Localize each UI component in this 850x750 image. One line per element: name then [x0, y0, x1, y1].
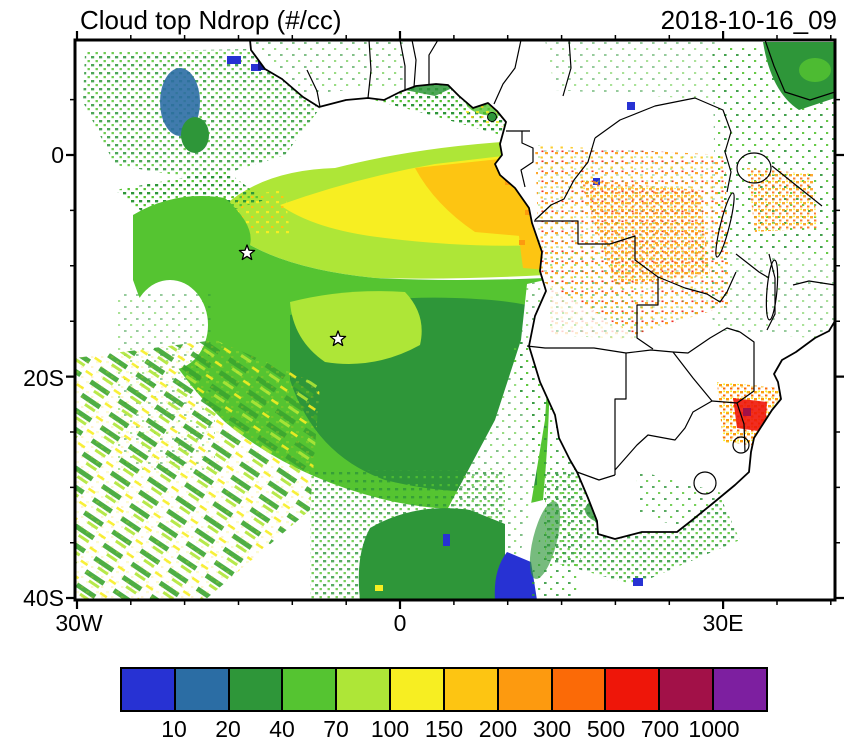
colorbar-scale: [120, 667, 768, 712]
land-field: [250, 40, 835, 539]
x-axis-tick-label-30w: 30W: [55, 610, 103, 636]
colorbar-tick-label-5: 150: [424, 716, 464, 742]
colorbar-segment-2: [229, 669, 284, 710]
colorbar-segment-1: [175, 669, 230, 710]
colorbar-segment-5: [391, 669, 445, 710]
colorbar-segment-9: [606, 669, 661, 710]
star-marker-2: [329, 330, 347, 347]
colorbar-segment-3: [283, 669, 338, 710]
colorbar: 10 20 40 70 100 150 200 300 500 700 1000: [120, 667, 768, 747]
colorbar-segment-11: [714, 669, 766, 710]
plot-date: 2018-10-16_09: [660, 5, 837, 35]
colorbar-tick-label-0: 10: [161, 716, 187, 742]
colorbar-tick-label-3: 70: [323, 716, 349, 742]
country-borders: [306, 40, 835, 495]
bioko-island: [487, 112, 497, 122]
colorbar-segment-8: [552, 669, 607, 710]
colorbar-tick-label-6: 200: [478, 716, 518, 742]
colorbar-segment-7: [498, 669, 553, 710]
colorbar-segment-0: [122, 669, 176, 710]
lakes: [715, 152, 779, 321]
minor-ticks: [70, 35, 840, 605]
major-ticks: [66, 31, 844, 609]
lake-malawi: [765, 259, 779, 321]
colorbar-segment-4: [337, 669, 392, 710]
colorbar-tick-label-7: 300: [532, 716, 572, 742]
colorbar-segment-10: [660, 669, 715, 710]
colorbar-tick-label-10: 1000: [688, 716, 740, 742]
y-axis-tick-label-0: 0: [51, 142, 64, 168]
colorbar-tick-label-1: 20: [215, 716, 241, 742]
lake-victoria: [736, 152, 772, 184]
map-plot: [66, 31, 844, 609]
map-frame: [73, 38, 837, 602]
y-axis-tick-label-40s: 40S: [23, 585, 64, 611]
star-markers: [238, 244, 347, 347]
x-axis-tick-label-30e: 30E: [702, 610, 744, 636]
colorbar-tick-label-9: 700: [640, 716, 680, 742]
x-axis-tick-label-0: 0: [393, 610, 407, 636]
lake-tanganyika: [715, 192, 735, 258]
plot-title: Cloud top Ndrop (#/cc): [80, 5, 342, 35]
africa-coastline: [249, 40, 835, 540]
star-marker-1: [238, 244, 256, 261]
y-axis-tick-label-20s: 20S: [23, 365, 64, 391]
colorbar-tick-label-8: 500: [586, 716, 626, 742]
colorbar-segment-6: [444, 669, 499, 710]
colorbar-tick-label-4: 100: [370, 716, 410, 742]
colorbar-tick-label-2: 40: [269, 716, 295, 742]
